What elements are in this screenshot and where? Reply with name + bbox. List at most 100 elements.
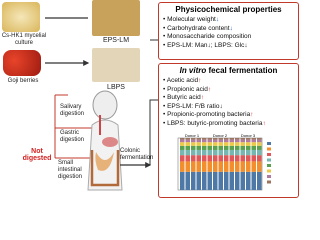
bar-segment [251, 138, 256, 140]
bar-segment [207, 138, 212, 140]
legend-swatch [267, 142, 271, 145]
bar-segment [235, 139, 240, 143]
bar-segment [196, 171, 201, 190]
trend-arrow: ↓ [215, 16, 220, 23]
item-text: EPS-LM: Man↓; LBPS: Glc↓ [167, 41, 248, 49]
bar-segment [191, 171, 196, 190]
bar-segment [180, 139, 185, 143]
list-item: • Monosaccharide composition [163, 33, 252, 40]
list-item: • Propionic-promoting bacteria↑ [163, 111, 254, 118]
bar-segment [246, 161, 251, 172]
bar-segment [191, 161, 196, 172]
list-item: • Propionic acid↑ [163, 85, 212, 93]
bar-segment [229, 142, 234, 146]
physicochemical-box: Physicochemical properties • Molecular w… [158, 2, 299, 60]
bar-segment [213, 161, 218, 172]
bar-segment [196, 145, 201, 150]
trend-arrow: ↑ [262, 119, 266, 127]
bar-segment [213, 171, 218, 190]
bar-segment [218, 139, 223, 143]
bar-segment [229, 149, 234, 156]
bar-segment [218, 145, 223, 150]
eps-powder [92, 0, 140, 36]
item-text: Butyric acid [167, 94, 201, 101]
donor-label: Donor 3 [241, 134, 256, 138]
bar-segment [207, 139, 212, 143]
bar-segment [207, 155, 212, 162]
bar-segment [257, 155, 262, 162]
bar-segment [224, 171, 229, 190]
list-item: • Acetic acid↑ [163, 77, 202, 84]
bar-segment [191, 145, 196, 150]
bar-segment [218, 149, 223, 156]
donor-label: Donor 1 [185, 134, 200, 138]
box-title: fecal fermentation [208, 66, 278, 75]
bar-segment [196, 161, 201, 172]
bar-segment [246, 155, 251, 162]
bar-segment [191, 142, 196, 146]
bar-segment [240, 161, 245, 172]
bar-segment [229, 171, 234, 190]
legend-swatch [267, 169, 271, 173]
bar-segment [207, 145, 212, 150]
list-item: • EPS-LM: F/B ratio↓ [163, 102, 223, 110]
bar-segment [207, 161, 212, 172]
bar-segment [191, 149, 196, 156]
bar-segment [185, 145, 190, 150]
product-label: EPS-LM [102, 37, 130, 44]
bar-segment [213, 155, 218, 162]
bar-segment [240, 149, 245, 156]
bar-segment [218, 155, 223, 162]
legend-swatch [267, 153, 271, 156]
list-item: • Carbohydrate content↓ [163, 24, 233, 32]
bar-segment [224, 145, 229, 150]
bar-segment [224, 155, 229, 162]
legend-swatch [267, 147, 271, 151]
bar-segment [224, 161, 229, 172]
bar-segment [224, 149, 229, 156]
legend-swatch [267, 158, 271, 162]
fermentation-box: In vitro fecal fermentation • Acetic aci… [158, 63, 299, 198]
bar-segment [257, 139, 262, 143]
bar-segment [196, 139, 201, 143]
bar-segment [180, 161, 185, 172]
bar-segment [246, 139, 251, 143]
digestion-step: Salivary digestion [60, 104, 85, 117]
arrow [45, 17, 88, 63]
bar-segment [251, 139, 256, 143]
diagram-shapes [45, 17, 158, 191]
item-text: Monosaccharide composition [167, 33, 252, 40]
bar-segment [257, 138, 262, 140]
bar-segment [240, 171, 245, 190]
product-label: LBPS [107, 84, 125, 91]
bar-segment [213, 138, 218, 140]
connector [54, 94, 95, 159]
bar-segment [235, 145, 240, 150]
bar-segment [180, 155, 185, 162]
bar-segment [235, 171, 240, 190]
bar-segment [191, 155, 196, 162]
bar-segment [235, 161, 240, 172]
bar-segment [224, 142, 229, 146]
connector [149, 39, 158, 165]
bar-segment [202, 142, 207, 146]
bar-segment [224, 139, 229, 143]
item-text: Acetic acid [166, 77, 199, 84]
bar-segment [251, 145, 256, 150]
legend-swatch [267, 164, 271, 167]
bar-segment [218, 138, 223, 140]
bar-segment [180, 149, 185, 156]
bar-segment [207, 149, 212, 156]
trend-arrow: ↓ [229, 24, 233, 32]
bar-segment [207, 142, 212, 146]
box-title-italic: In vitro [179, 66, 207, 75]
bar-segment [251, 142, 256, 146]
box-title: Physicochemical properties [175, 5, 282, 14]
bar-segment [185, 138, 190, 140]
bar-segment [213, 145, 218, 150]
not-digested: Not digested [22, 148, 52, 162]
bar-segment [185, 149, 190, 156]
trend-arrow: ↑ [207, 85, 212, 93]
bar-segment [257, 142, 262, 146]
bar-segment [257, 171, 262, 190]
